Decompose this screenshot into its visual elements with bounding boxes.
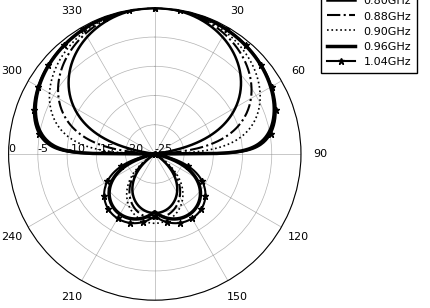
- 1.04GHz: [75, 31, 80, 35]
- 0.96GHz: [152, 152, 157, 156]
- 1.04GHz: [152, 6, 157, 10]
- 0.90GHz: [152, 152, 157, 156]
- 0.88GHz: [78, 36, 83, 40]
- 0.90GHz: [77, 34, 82, 38]
- 1.04GHz: [152, 152, 157, 156]
- 0.96GHz: [267, 130, 272, 134]
- 0.80GHz: [152, 152, 157, 156]
- 0.88GHz: [155, 217, 160, 220]
- 0.96GHz: [152, 152, 157, 156]
- 1.04GHz: [112, 215, 117, 218]
- 0.88GHz: [152, 6, 157, 10]
- Line: 0.90GHz: 0.90GHz: [49, 8, 260, 223]
- 0.96GHz: [155, 212, 160, 216]
- 1.04GHz: [269, 129, 274, 133]
- Line: 0.88GHz: 0.88GHz: [58, 8, 252, 218]
- 0.90GHz: [152, 152, 157, 156]
- 0.88GHz: [152, 152, 157, 156]
- 1.04GHz: [152, 6, 157, 10]
- Line: 0.96GHz: 0.96GHz: [35, 8, 274, 219]
- 0.96GHz: [75, 31, 80, 35]
- 0.88GHz: [152, 152, 157, 156]
- 1.04GHz: [115, 167, 120, 171]
- Line: 1.04GHz: 1.04GHz: [31, 4, 279, 227]
- 0.88GHz: [213, 140, 218, 144]
- 0.88GHz: [127, 192, 132, 196]
- 0.90GHz: [152, 152, 157, 156]
- Legend: 0.80GHz, 0.88GHz, 0.90GHz, 0.96GHz, 1.04GHz: 0.80GHz, 0.88GHz, 0.90GHz, 0.96GHz, 1.04…: [321, 0, 417, 73]
- 0.88GHz: [152, 152, 157, 156]
- 0.80GHz: [152, 152, 157, 156]
- 0.80GHz: [172, 148, 177, 152]
- 0.96GHz: [115, 210, 120, 214]
- 0.80GHz: [81, 40, 86, 43]
- 0.90GHz: [155, 221, 160, 225]
- 0.90GHz: [124, 196, 129, 200]
- 0.80GHz: [152, 6, 157, 10]
- 0.80GHz: [155, 211, 160, 215]
- 0.80GHz: [152, 6, 157, 10]
- 0.90GHz: [152, 6, 157, 10]
- 0.96GHz: [152, 6, 157, 10]
- 0.90GHz: [152, 6, 157, 10]
- 1.04GHz: [152, 152, 157, 156]
- 0.88GHz: [152, 6, 157, 10]
- 1.04GHz: [155, 216, 160, 220]
- Line: 0.80GHz: 0.80GHz: [69, 8, 241, 213]
- 0.96GHz: [152, 6, 157, 10]
- 0.80GHz: [152, 152, 157, 156]
- 0.96GHz: [123, 164, 129, 168]
- 0.80GHz: [130, 187, 135, 191]
- 0.90GHz: [238, 136, 243, 139]
